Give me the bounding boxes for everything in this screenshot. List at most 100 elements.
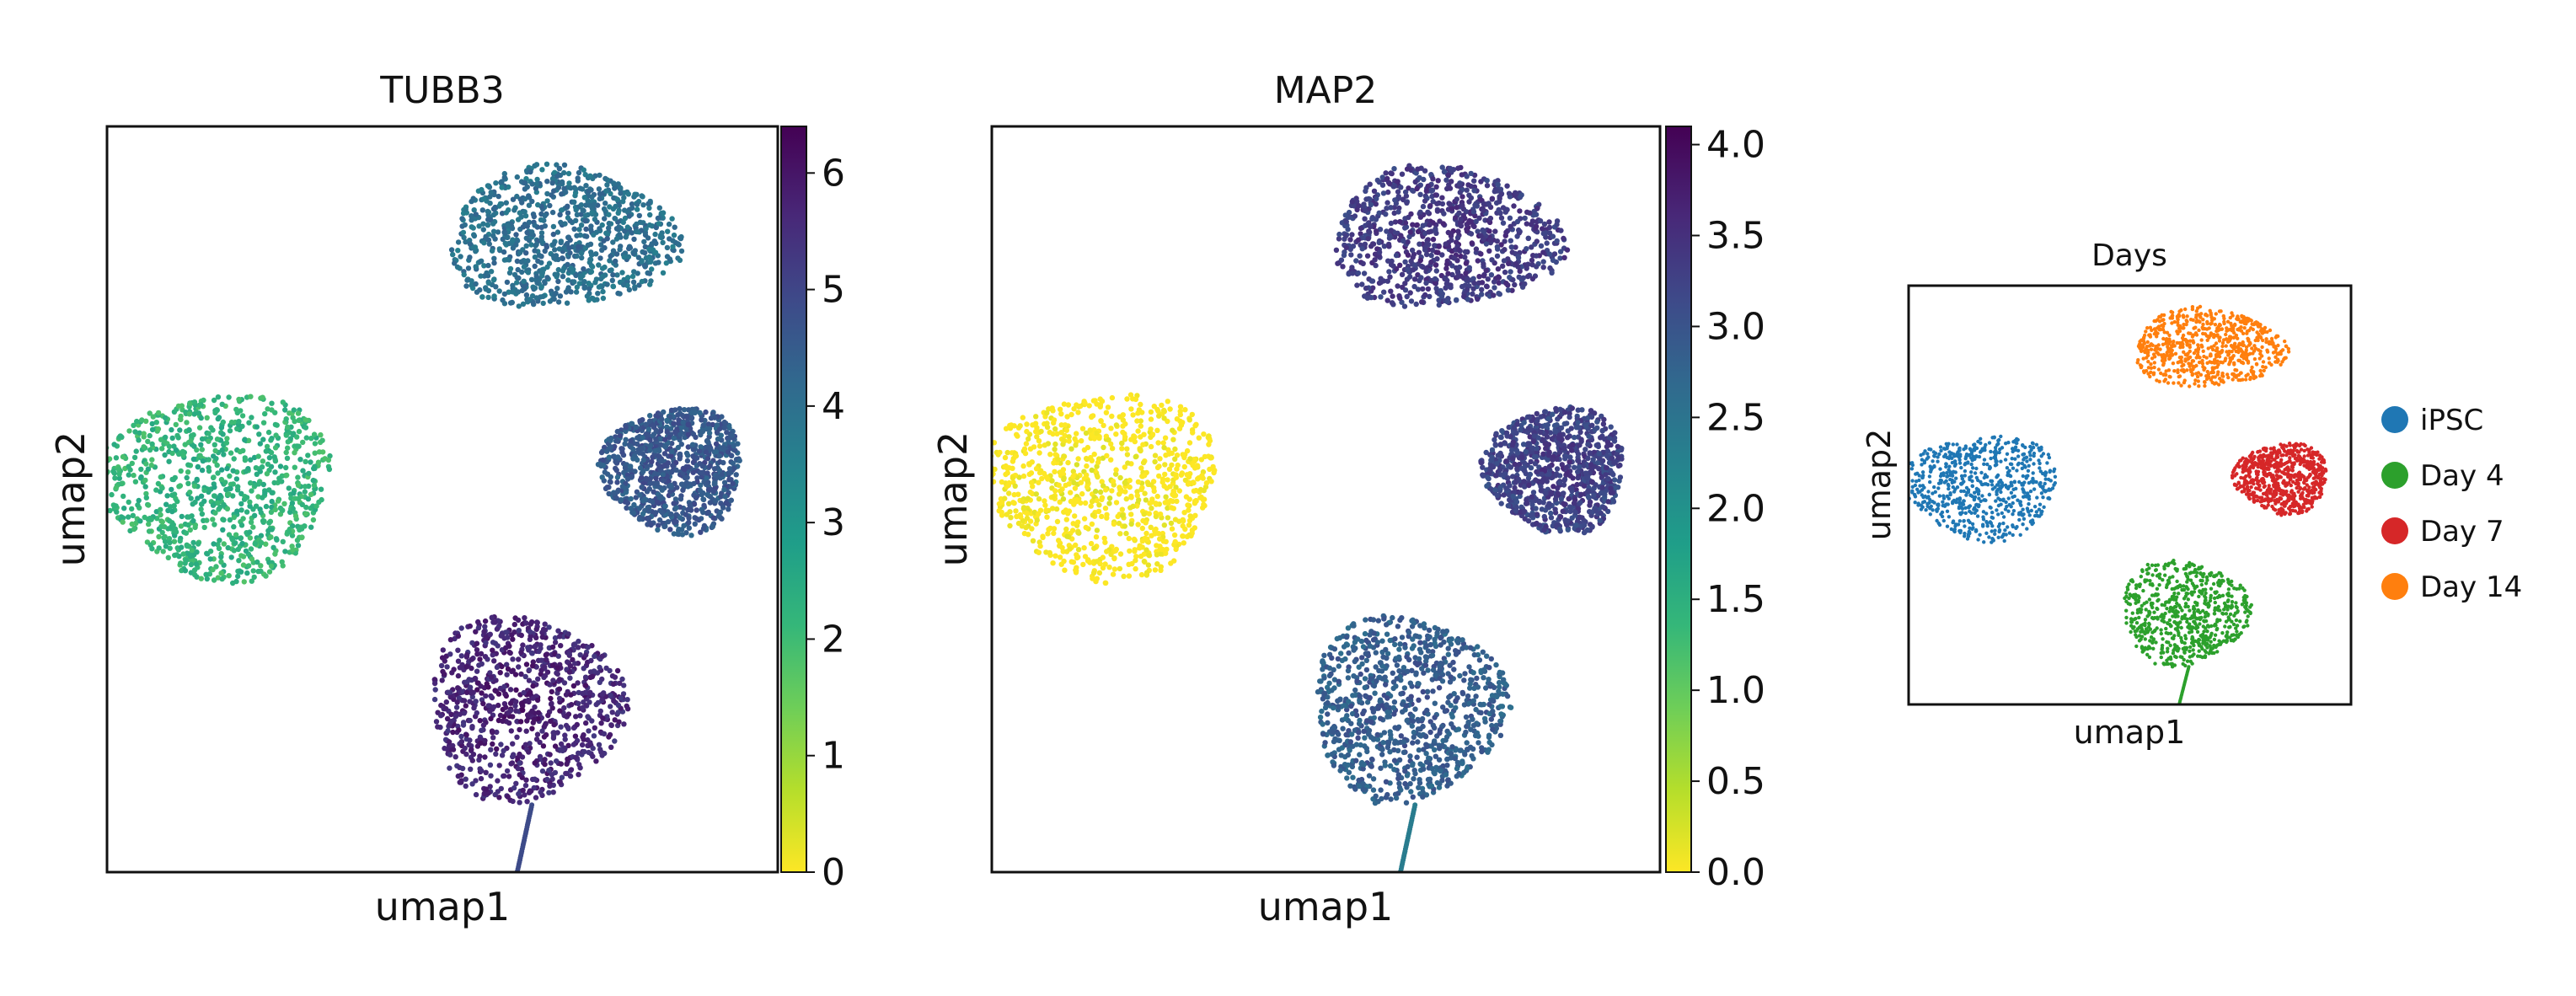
tubb3-point (516, 656, 522, 662)
tubb3-point (488, 747, 494, 752)
tubb3-point (567, 662, 574, 669)
tubb3-point (538, 217, 544, 223)
map2-point (1362, 216, 1368, 222)
tubb3-point (652, 510, 659, 516)
tubb3-point (251, 512, 258, 518)
tubb3-point (705, 440, 711, 446)
map2-point (1371, 188, 1378, 194)
map2-point (1128, 511, 1134, 517)
tubb3-point (517, 800, 522, 806)
map2-point (1439, 195, 1445, 201)
tubb3-point (497, 712, 504, 719)
tubb3-point (243, 548, 249, 554)
tubb3-point (588, 269, 595, 275)
tubb3-point (458, 653, 464, 659)
tubb3-point (732, 447, 738, 453)
tubb3-point (271, 479, 277, 486)
tubb3-point (486, 241, 492, 247)
map2-point (1186, 522, 1192, 528)
tubb3-point (658, 494, 664, 500)
tubb3-point (303, 511, 308, 517)
tubb3-point (582, 284, 588, 290)
tubb3-point (590, 296, 596, 302)
tubb3-point (565, 711, 572, 717)
tubb3-point (667, 527, 673, 533)
map2-point (1130, 503, 1136, 509)
tubb3-point (581, 732, 586, 738)
tubb3-point (171, 538, 178, 544)
map2-point (1074, 462, 1080, 468)
tubb3-point (465, 265, 472, 271)
tubb3-point (474, 668, 480, 674)
tubb3-point (591, 232, 597, 238)
map2-point (1057, 406, 1063, 412)
tubb3-point (291, 490, 297, 496)
tubb3-point (661, 503, 668, 509)
tubb3-point (576, 772, 581, 778)
tubb3-point (131, 454, 138, 461)
tubb3-point (198, 442, 204, 447)
tubb3-point (474, 647, 480, 653)
tubb3-point (514, 193, 520, 200)
map2-point (1420, 203, 1427, 210)
tubb3-point (647, 413, 653, 419)
tubb3-point (717, 426, 723, 432)
tubb3-point (444, 715, 451, 722)
tubb3-point (246, 563, 252, 569)
tubb3-point (675, 444, 681, 451)
map2-point (1110, 479, 1117, 485)
tubb3-point (652, 231, 658, 238)
map2-point (1149, 431, 1156, 437)
tubb3-point (280, 538, 286, 544)
tubb3-point (606, 445, 612, 452)
tubb3-point (149, 426, 156, 433)
tubb3-point (464, 678, 470, 685)
tubb3-point (523, 777, 529, 783)
map2-point (1481, 201, 1487, 206)
tubb3-point (180, 452, 186, 458)
map2-point (1540, 259, 1546, 265)
map2-point (1018, 514, 1024, 520)
tubb3-point (511, 784, 517, 791)
tubb3-point (147, 432, 153, 439)
tubb3-point (268, 534, 274, 540)
map2-point (1042, 502, 1048, 508)
tubb3-point (570, 683, 577, 689)
tubb3-point (651, 489, 656, 495)
tubb3-point (613, 438, 620, 444)
tubb3-point (319, 437, 325, 443)
tubb3-point (495, 193, 501, 200)
tubb3-point (573, 217, 579, 223)
tubb3-point (153, 487, 159, 493)
tubb3-point (672, 519, 677, 526)
map2-point (1013, 508, 1019, 514)
tubb3-point (623, 234, 629, 240)
tubb3-point (673, 505, 679, 511)
tubb3-point (469, 217, 474, 223)
tubb3-point (300, 468, 306, 474)
tubb3-point (214, 462, 220, 469)
map2-point (1063, 526, 1069, 533)
tubb3-point (109, 491, 115, 498)
map2-point (1096, 502, 1102, 508)
tubb3-point (534, 731, 541, 737)
tubb3-point (588, 657, 594, 664)
map2-point (1111, 566, 1118, 572)
map2-point (1007, 422, 1013, 429)
map2-point (1119, 506, 1126, 512)
map2-point (1122, 434, 1128, 440)
tubb3-point (479, 690, 485, 696)
tubb3-point (511, 207, 517, 213)
tubb3-point (162, 533, 168, 540)
tubb3-point (188, 438, 194, 444)
map2-point (1550, 233, 1556, 239)
map2-point (1165, 515, 1171, 521)
tubb3-point (529, 726, 535, 731)
tubb3-point (549, 772, 555, 778)
tubb3-point (555, 278, 561, 285)
map2-point (1024, 515, 1031, 522)
map2-point (1093, 534, 1100, 540)
tubb3-point (599, 653, 605, 659)
map2-point (1541, 221, 1548, 228)
map2-point (1109, 394, 1116, 401)
